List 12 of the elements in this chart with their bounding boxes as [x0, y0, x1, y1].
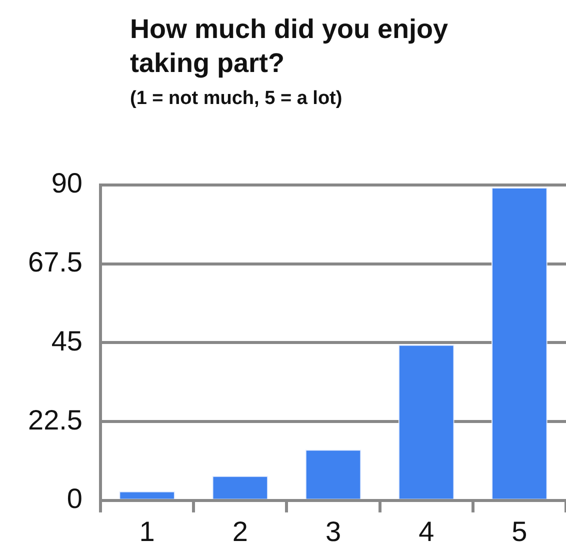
x-tick-label: 5 — [512, 516, 528, 547]
x-tick-label: 2 — [232, 516, 248, 547]
x-tick-label: 3 — [325, 516, 342, 547]
y-tick-label: 45 — [51, 325, 82, 356]
y-tick-label: 67.5 — [28, 246, 82, 278]
chart-subtitle: (1 = not much, 5 = a lot) — [130, 88, 342, 110]
y-tick-label: 0 — [66, 483, 82, 514]
x-tick-label: 4 — [418, 516, 434, 547]
chart-title: How much did you enjoy taking part? — [130, 13, 450, 80]
x-tick-label: 1 — [139, 516, 155, 547]
y-tick-label: 22.5 — [28, 404, 82, 436]
y-tick-label: 90 — [51, 168, 82, 199]
